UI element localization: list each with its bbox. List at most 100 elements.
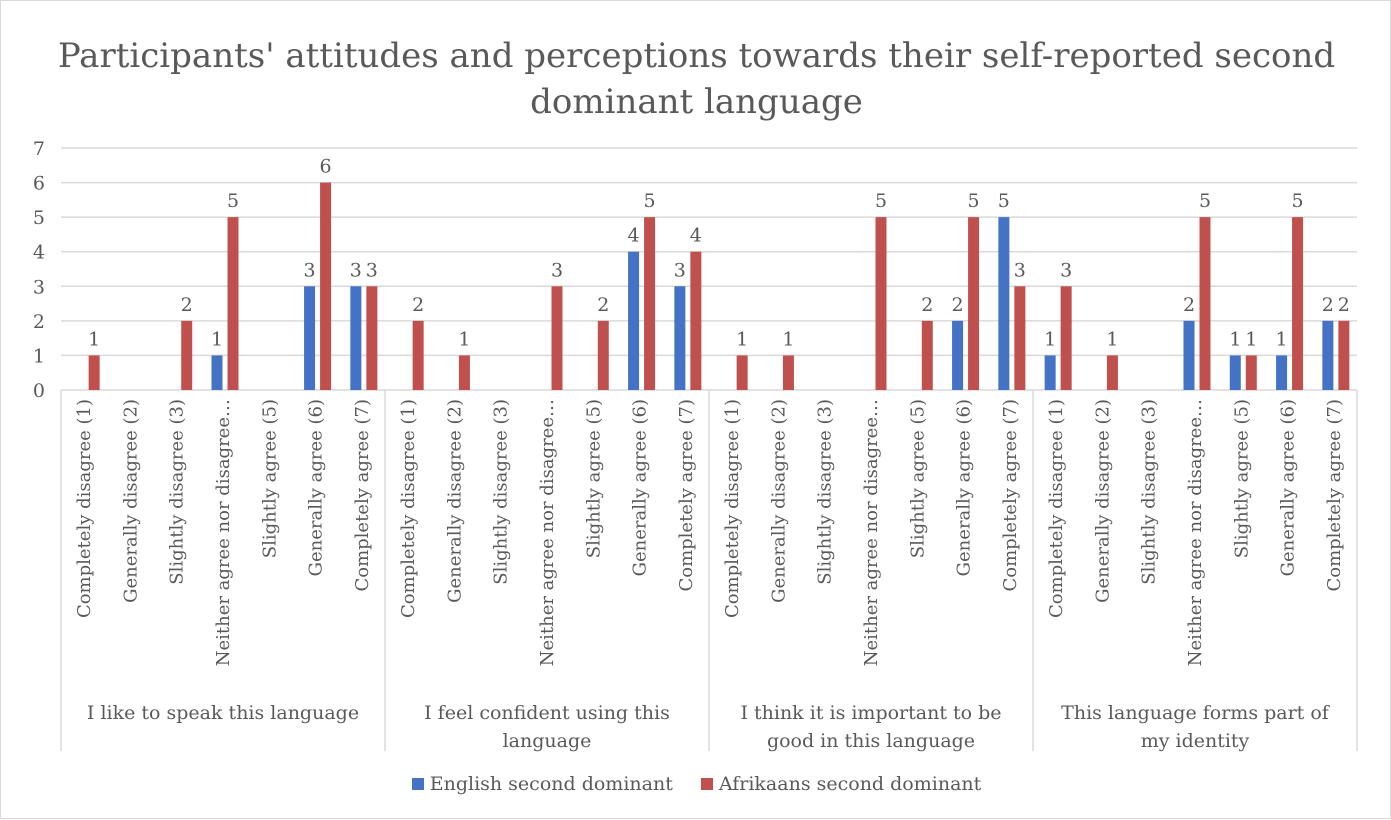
legend-label-afrikaans: Afrikaans second dominant [718, 773, 982, 795]
x-tick-label: Neither agree nor disagree… [537, 399, 558, 666]
x-tick-label: Generally disagree (2) [120, 399, 141, 603]
group-label: my identity [1141, 730, 1250, 752]
bar-afrikaans [320, 182, 332, 390]
data-label: 5 [998, 190, 1010, 212]
legend-item-afrikaans: Afrikaans second dominant [700, 773, 982, 795]
y-tick-label: 2 [33, 311, 45, 333]
x-tick-label: Generally agree (6) [1278, 399, 1299, 576]
data-label: 1 [1276, 328, 1288, 350]
data-label: 2 [1183, 294, 1195, 316]
data-label: 3 [1014, 259, 1026, 281]
x-tick-label: Completely disagree (1) [722, 399, 743, 618]
bar-afrikaans [458, 355, 470, 390]
x-tick-label: Neither agree nor disagree… [861, 399, 882, 666]
data-label: 1 [1245, 328, 1257, 350]
data-label: 2 [1338, 294, 1350, 316]
bar-english [350, 286, 362, 390]
x-tick-label: Generally disagree (2) [1092, 399, 1113, 603]
data-label: 5 [1292, 190, 1304, 212]
data-label: 2 [412, 294, 424, 316]
bar-afrikaans [875, 217, 887, 390]
data-label: 3 [304, 259, 316, 281]
legend-label-english: English second dominant [429, 773, 673, 795]
bar-afrikaans [1199, 217, 1211, 390]
y-tick-label: 5 [33, 207, 45, 229]
y-tick-label: 0 [33, 380, 45, 402]
data-label: 1 [1106, 328, 1118, 350]
x-tick-label: Slightly disagree (3) [491, 399, 512, 585]
data-label: 4 [690, 225, 702, 247]
group-label: I feel confident using this [424, 702, 670, 724]
x-tick-label: Generally agree (6) [630, 399, 651, 576]
bar-english [1229, 355, 1241, 390]
bar-english [998, 217, 1010, 390]
y-tick-label: 3 [33, 276, 45, 298]
group-label: I think it is important to be [740, 702, 1001, 724]
data-label: 5 [968, 190, 980, 212]
bar-afrikaans [366, 286, 378, 390]
bar-afrikaans [921, 320, 933, 390]
x-tick-label: Slightly agree (5) [907, 399, 928, 558]
data-label: 3 [1060, 259, 1072, 281]
legend-swatch-english [411, 778, 424, 790]
data-label: 2 [952, 294, 964, 316]
x-tick-label: Generally disagree (2) [444, 399, 465, 603]
data-label: 1 [736, 328, 748, 350]
x-tick-label: Completely disagree (1) [74, 399, 95, 618]
data-label: 2 [597, 294, 609, 316]
data-label: 5 [1199, 190, 1211, 212]
data-label: 3 [551, 259, 563, 281]
data-label: 2 [921, 294, 933, 316]
x-tick-label: Slightly disagree (3) [1139, 399, 1160, 585]
y-tick-label: 4 [33, 242, 45, 264]
bar-english [952, 320, 964, 390]
x-tick-label: Completely agree (7) [352, 399, 373, 592]
x-tick-label: Neither agree nor disagree… [1185, 399, 1206, 666]
bar-afrikaans [551, 286, 563, 390]
data-label: 6 [320, 156, 332, 178]
data-label: 1 [1229, 328, 1241, 350]
bar-afrikaans [1014, 286, 1026, 390]
data-label: 5 [644, 190, 656, 212]
x-tick-label: Slightly disagree (3) [167, 399, 188, 585]
bar-afrikaans [644, 217, 656, 390]
x-tick-label: Generally disagree (2) [768, 399, 789, 603]
bar-afrikaans [782, 355, 794, 390]
chart-title: Participants' attitudes and perceptions … [57, 36, 1336, 122]
y-tick-label: 1 [33, 345, 45, 367]
bar-english [1044, 355, 1056, 390]
data-label: 2 [181, 294, 193, 316]
bar-afrikaans [1245, 355, 1257, 390]
bar-english [211, 355, 223, 390]
group-label: language [503, 730, 592, 752]
bar-english [628, 251, 640, 390]
data-label: 5 [875, 190, 887, 212]
x-tick-label: Completely disagree (1) [398, 399, 419, 618]
data-label: 1 [88, 328, 100, 350]
data-label: 3 [366, 259, 378, 281]
bar-afrikaans [736, 355, 748, 390]
data-label: 5 [227, 190, 239, 212]
x-tick-label: Generally agree (6) [306, 399, 327, 576]
data-label: 4 [628, 225, 640, 247]
data-label: 1 [782, 328, 794, 350]
bar-afrikaans [412, 320, 424, 390]
bar-afrikaans [597, 320, 609, 390]
bar-afrikaans [1106, 355, 1118, 390]
y-tick-label: 7 [33, 138, 45, 160]
bar-english [304, 286, 316, 390]
legend-swatch-afrikaans [700, 778, 713, 790]
x-tick-label: Completely disagree (1) [1046, 399, 1067, 618]
bar-afrikaans [1060, 286, 1072, 390]
bar-afrikaans [88, 355, 100, 390]
x-tick-label: Slightly disagree (3) [815, 399, 836, 585]
x-tick-label: Generally agree (6) [954, 399, 975, 576]
bar-english [1183, 320, 1195, 390]
x-tick-label: Slightly agree (5) [1231, 399, 1252, 558]
data-label: 3 [674, 259, 686, 281]
legend: English second dominant Afrikaans second… [1, 773, 1391, 795]
bar-afrikaans [1338, 320, 1350, 390]
group-label: I like to speak this language [87, 702, 359, 724]
data-label: 3 [350, 259, 362, 281]
